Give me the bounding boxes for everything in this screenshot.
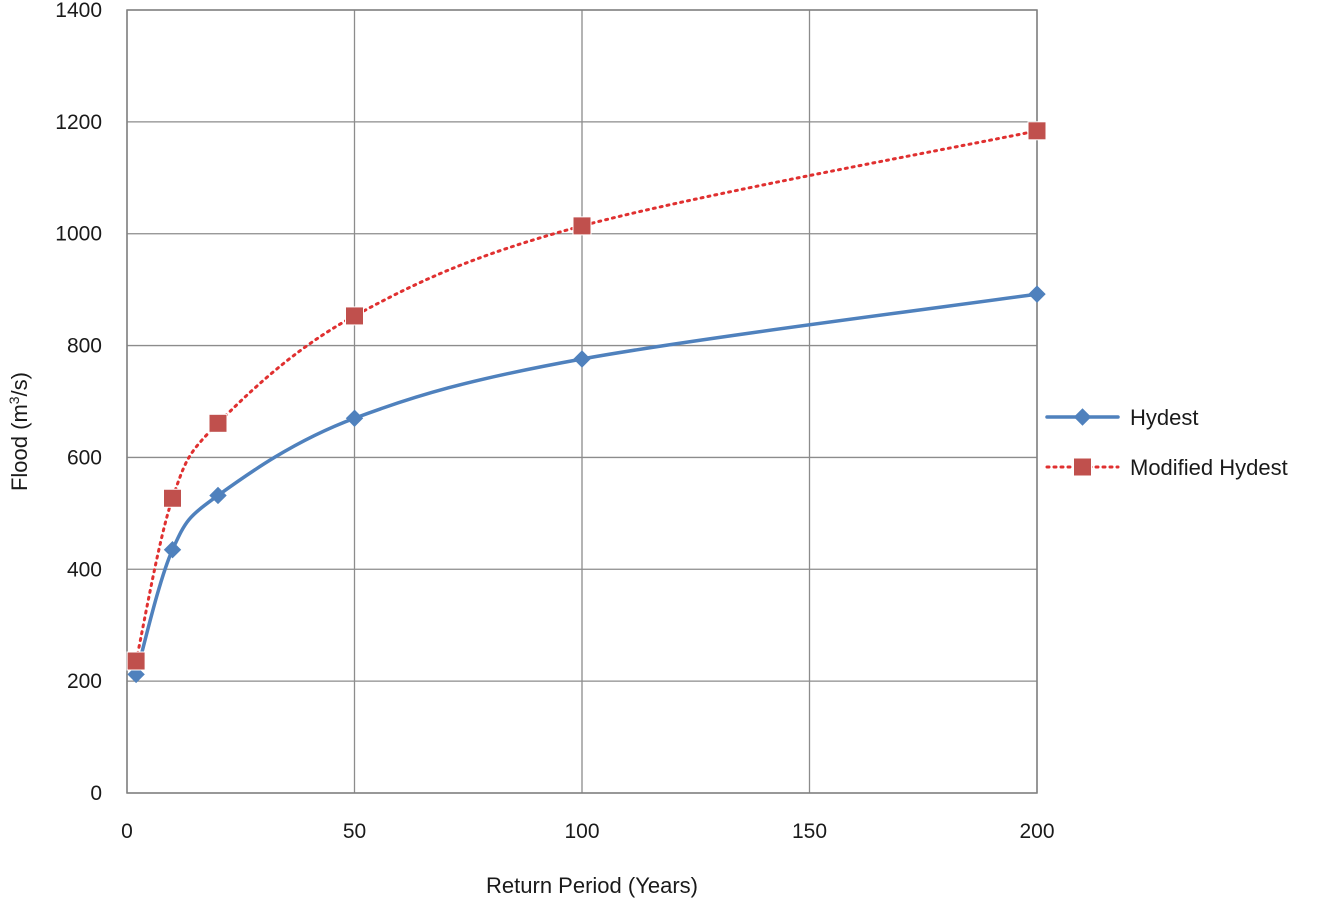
y-axis-title-superscript: 3	[6, 396, 22, 404]
y-axis-title-suffix: /s)	[7, 372, 32, 396]
legend-label-hydest: Hydest	[1130, 405, 1198, 430]
data-point-hydest	[345, 409, 364, 427]
data-point-modified-hydest	[208, 413, 228, 433]
x-tick-label: 200	[1019, 820, 1054, 843]
grid-lines	[126, 9, 1038, 794]
x-tick-label: 150	[792, 820, 827, 843]
x-tick-label: 100	[564, 820, 599, 843]
plot-area-border	[126, 9, 1038, 794]
y-tick-label: 600	[67, 446, 102, 469]
data-point-modified-hydest	[163, 488, 182, 508]
data-point-modified-hydest	[1027, 121, 1047, 141]
data-point-hydest	[1028, 285, 1046, 303]
y-axis-title-main: Flood (m	[7, 404, 32, 491]
y-tick-label: 1400	[55, 0, 102, 22]
series-line-hydest	[134, 292, 1039, 677]
y-tick-label: 800	[67, 335, 102, 358]
legend-label-modified-hydest: Modified Hydest	[1130, 455, 1288, 480]
y-axis-title: Flood (m3/s)	[6, 372, 32, 491]
legend: Hydest Modified Hydest	[1045, 405, 1288, 480]
data-point-modified-hydest	[572, 216, 592, 236]
data-point-hydest	[573, 350, 591, 368]
data-point-hydest	[209, 486, 227, 505]
x-tick-label: 50	[343, 820, 366, 843]
series-group	[126, 121, 1047, 684]
y-tick-label: 1000	[55, 223, 102, 246]
series-line-modified-hydest	[134, 129, 1039, 663]
y-tick-label: 400	[67, 558, 102, 581]
data-point-modified-hydest	[345, 306, 364, 326]
y-tick-label: 1200	[55, 111, 102, 134]
legend-marker-modified-hydest	[1073, 457, 1092, 477]
x-axis-title: Return Period (Years)	[486, 873, 698, 898]
data-point-hydest	[163, 541, 182, 559]
legend-marker-hydest	[1073, 408, 1092, 426]
data-point-modified-hydest	[126, 651, 146, 671]
y-tick-label: 200	[67, 670, 102, 693]
tick-labels: 0 50 100 150 200 0 200 400 600 800 1000 1200 1400	[55, 0, 1054, 843]
y-tick-label: 0	[90, 782, 102, 805]
x-tick-label: 0	[121, 820, 133, 843]
